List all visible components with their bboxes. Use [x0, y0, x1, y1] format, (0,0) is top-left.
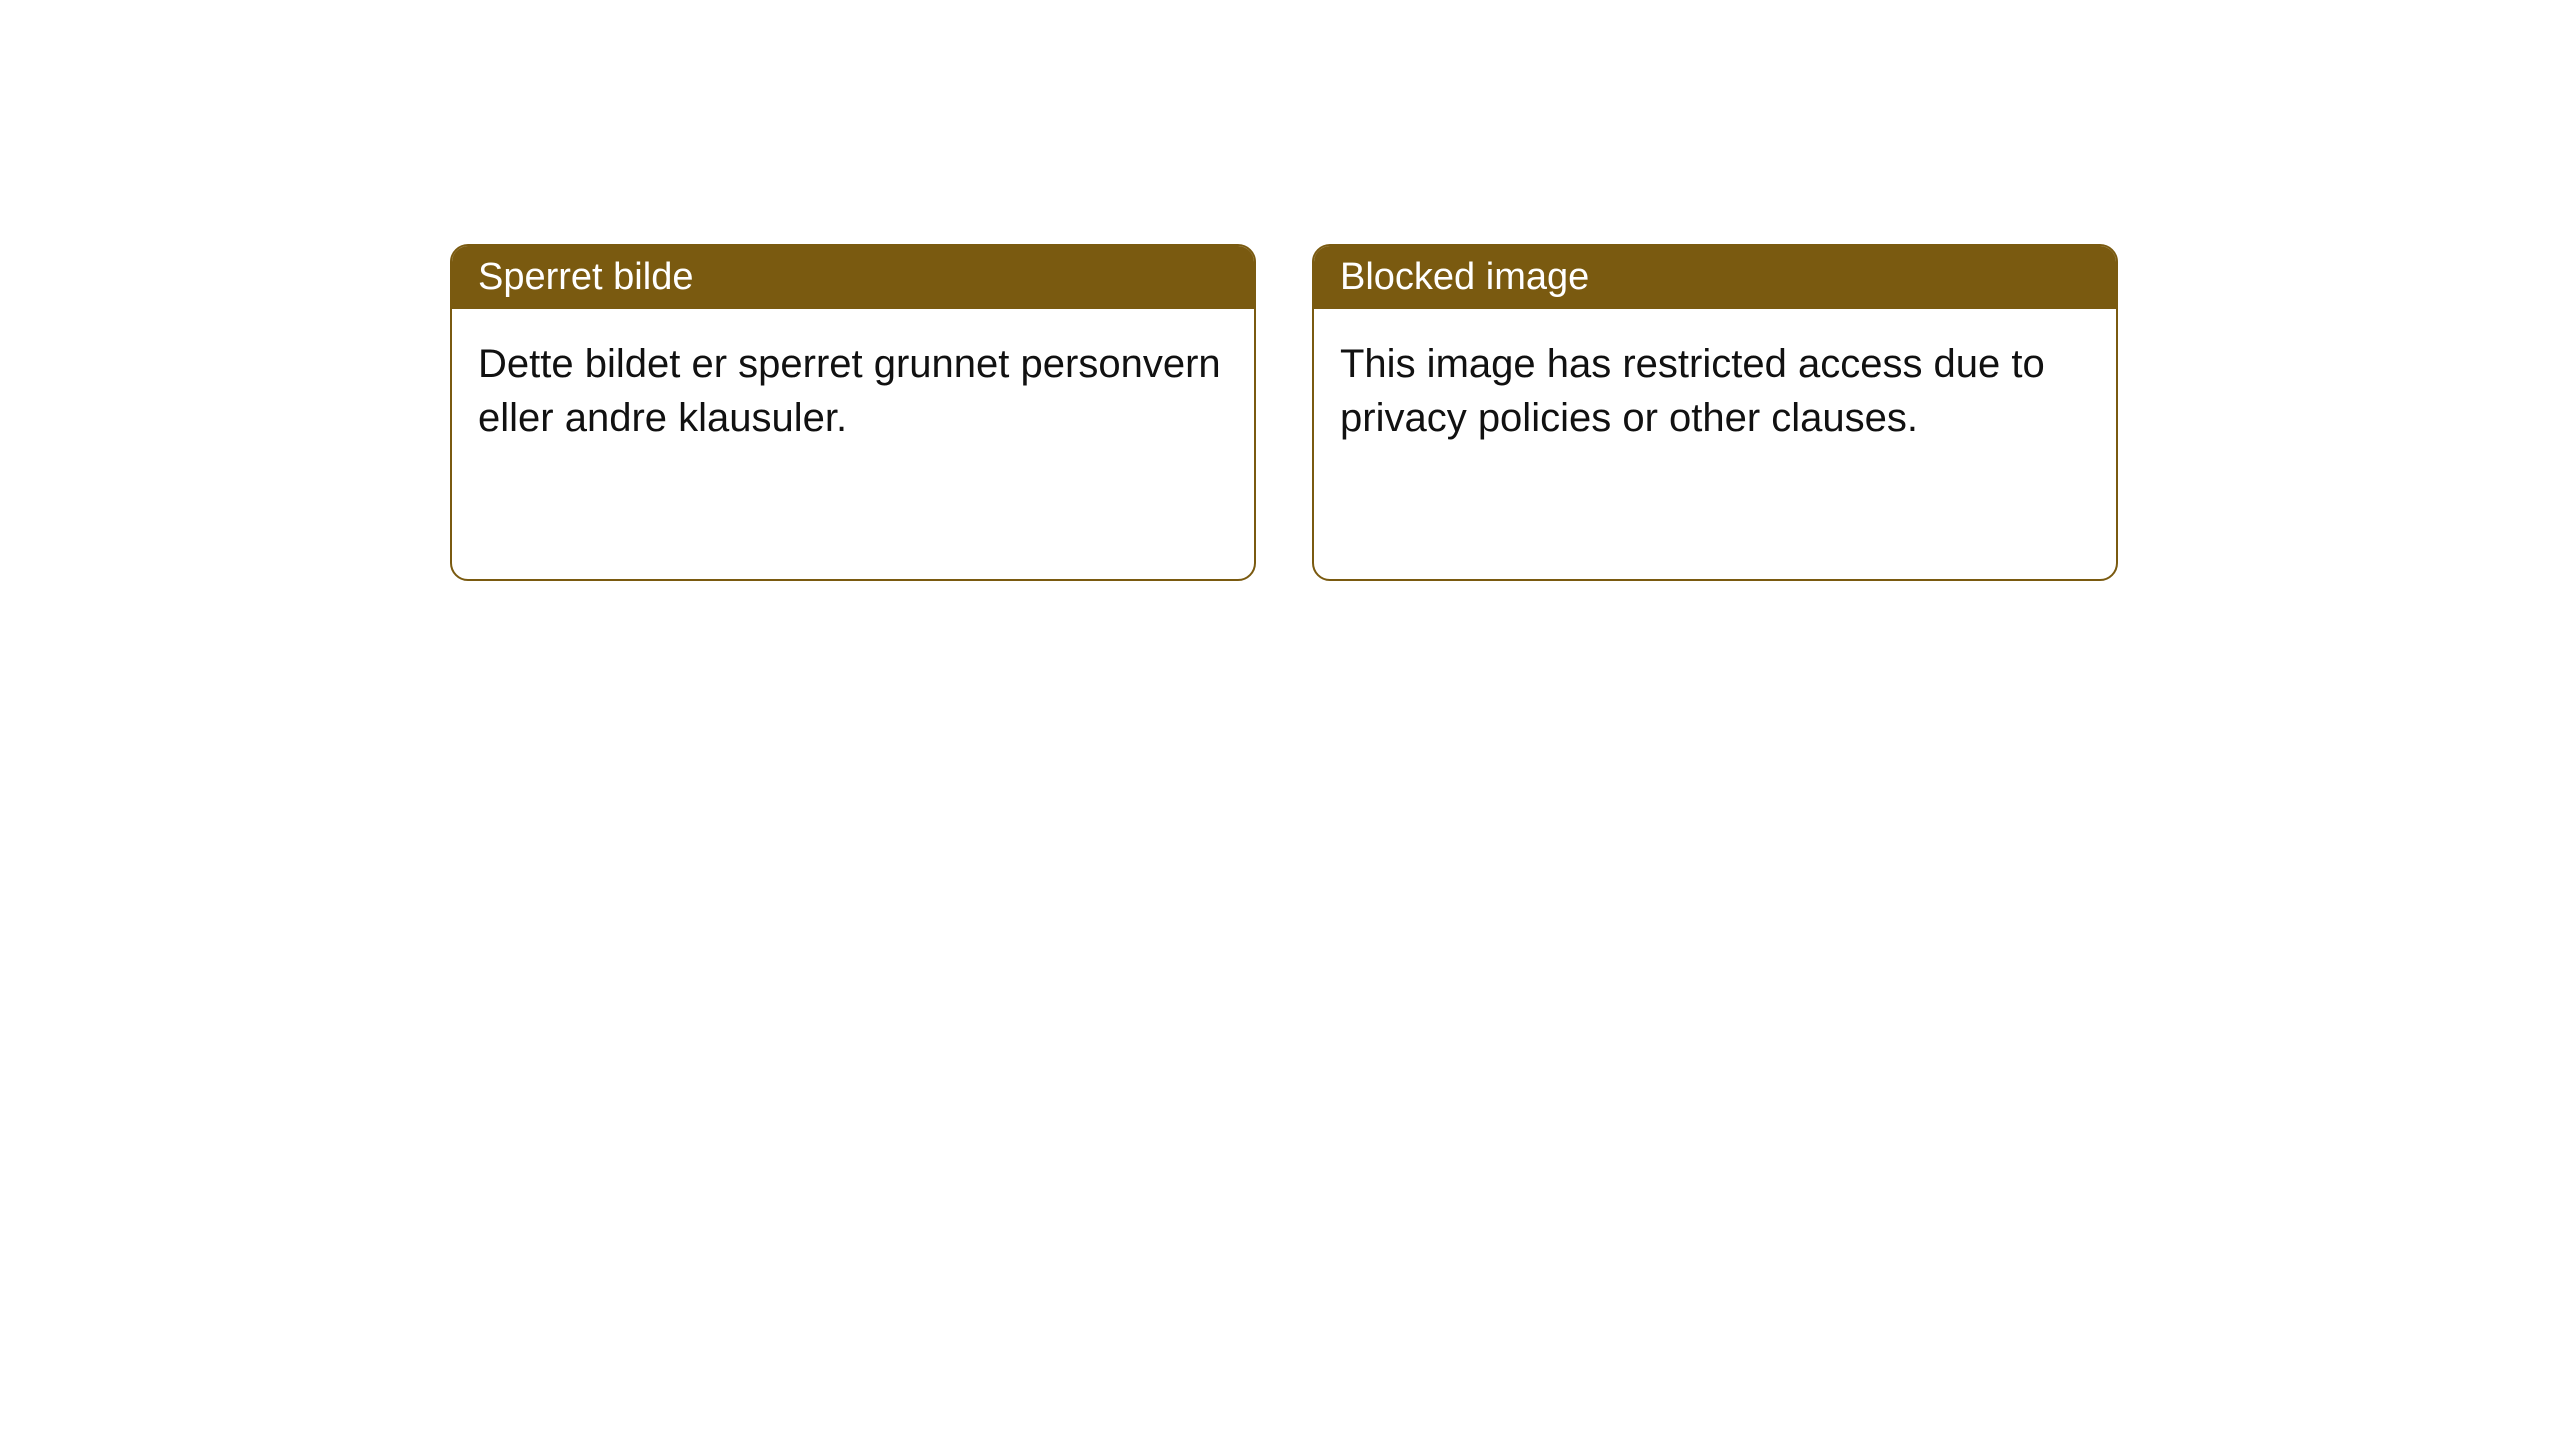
notice-card-english: Blocked image This image has restricted … — [1312, 244, 2118, 581]
card-title: Sperret bilde — [478, 256, 693, 298]
notice-card-norwegian: Sperret bilde Dette bildet er sperret gr… — [450, 244, 1256, 581]
card-body-text: Dette bildet er sperret grunnet personve… — [478, 342, 1221, 440]
card-header: Sperret bilde — [452, 246, 1254, 309]
card-header: Blocked image — [1314, 246, 2116, 309]
card-title: Blocked image — [1340, 256, 1589, 298]
card-body: This image has restricted access due to … — [1314, 309, 2116, 579]
notice-container: Sperret bilde Dette bildet er sperret gr… — [0, 0, 2560, 581]
card-body-text: This image has restricted access due to … — [1340, 342, 2045, 440]
card-body: Dette bildet er sperret grunnet personve… — [452, 309, 1254, 579]
